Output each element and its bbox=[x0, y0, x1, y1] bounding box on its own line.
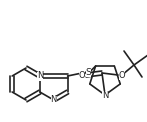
Text: O: O bbox=[119, 71, 125, 80]
Text: N: N bbox=[51, 96, 57, 105]
Text: O: O bbox=[79, 71, 85, 80]
Text: N: N bbox=[37, 71, 43, 81]
Text: N: N bbox=[102, 91, 108, 100]
Text: S: S bbox=[86, 68, 91, 77]
